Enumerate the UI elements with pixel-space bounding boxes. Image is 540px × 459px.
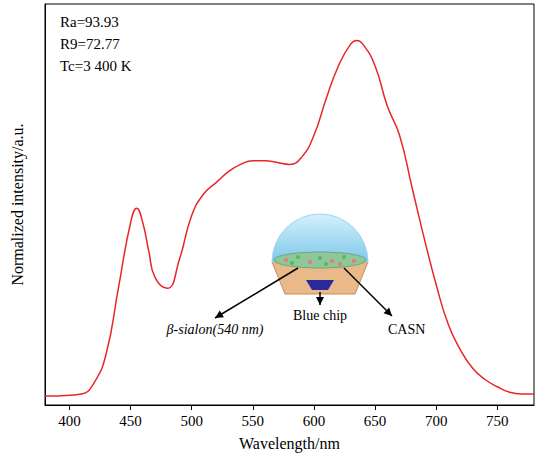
svg-text:500: 500	[180, 413, 203, 429]
svg-text:400: 400	[58, 413, 81, 429]
svg-text:Tc=3 400 K: Tc=3 400 K	[60, 58, 132, 74]
svg-text:R9=72.77: R9=72.77	[60, 36, 120, 52]
svg-text:650: 650	[364, 413, 387, 429]
svg-text:Normalized intensity/a.u.: Normalized intensity/a.u.	[9, 123, 27, 285]
svg-text:700: 700	[425, 413, 448, 429]
svg-text:CASN: CASN	[388, 322, 425, 337]
svg-text:β-sialon(540 nm): β-sialon(540 nm)	[166, 322, 264, 338]
svg-text:Wavelength/nm: Wavelength/nm	[239, 435, 340, 453]
svg-text:Blue chip: Blue chip	[293, 308, 347, 323]
svg-text:550: 550	[242, 413, 265, 429]
svg-text:Ra=93.93: Ra=93.93	[60, 14, 119, 30]
svg-text:750: 750	[486, 413, 509, 429]
svg-text:600: 600	[303, 413, 326, 429]
svg-text:450: 450	[119, 413, 142, 429]
